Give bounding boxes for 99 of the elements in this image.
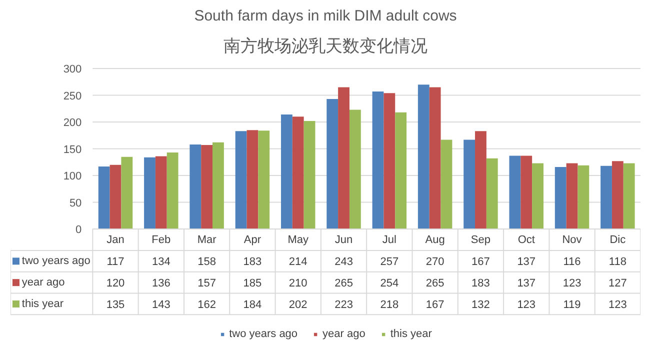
y-tick-label: 250 [63, 90, 82, 102]
data-label: 157 [198, 278, 216, 290]
bar [600, 166, 612, 230]
data-label: 143 [152, 298, 170, 311]
bar [338, 87, 350, 230]
x-tick-label: Apr [244, 234, 262, 246]
bar [384, 93, 396, 230]
x-tick-label: Jun [334, 234, 353, 246]
data-label: 167 [472, 256, 490, 268]
data-label: 137 [517, 278, 536, 290]
bar [612, 161, 624, 230]
y-tick-label: 200 [63, 117, 82, 130]
data-label: 185 [243, 278, 262, 290]
data-label: 127 [608, 278, 627, 290]
bar [201, 145, 213, 230]
data-label: 270 [426, 256, 444, 268]
legend-label: this year [22, 298, 64, 310]
data-label: 137 [517, 256, 536, 268]
data-label: 123 [608, 298, 627, 311]
x-tick-label: May [288, 234, 309, 246]
bar [475, 131, 486, 230]
data-label: 162 [198, 298, 216, 311]
bar [429, 87, 441, 230]
data-label: 120 [106, 278, 125, 290]
x-tick-label: Aug [425, 234, 445, 246]
x-tick-label: Jan [106, 234, 124, 246]
bar [280, 114, 292, 230]
data-label: 218 [380, 298, 399, 311]
bar [532, 163, 544, 230]
data-label: 118 [608, 256, 626, 268]
data-label: 119 [563, 298, 581, 311]
chart-subtitle: 南方牧场泌乳天数变化情况 [224, 36, 428, 56]
data-label: 135 [106, 298, 125, 311]
bar [304, 120, 316, 230]
x-tick-label: Mar [197, 234, 217, 246]
bar [623, 163, 635, 230]
x-tick-label: Oct [518, 234, 535, 246]
data-label: 184 [243, 298, 262, 311]
data-label: 117 [106, 256, 124, 268]
data-label: 254 [380, 278, 399, 290]
chart-title: South farm days in milk DIM adult cows [194, 8, 457, 24]
bar [566, 163, 578, 230]
bar [520, 156, 532, 230]
data-label: 223 [334, 298, 353, 311]
x-tick-label: Sep [470, 234, 491, 246]
y-tick-label: 100 [63, 170, 82, 183]
y-tick-label: 300 [63, 64, 82, 76]
bar [246, 130, 258, 230]
bar [554, 166, 566, 230]
bar [440, 140, 452, 230]
bar [166, 152, 178, 230]
bar [395, 112, 407, 230]
data-label: 202 [288, 298, 308, 311]
text: two years ago [229, 328, 298, 340]
bar [110, 164, 122, 230]
data-label: 123 [517, 298, 536, 311]
bar [121, 156, 133, 230]
y-tick-label: 50 [69, 197, 82, 210]
bar [235, 131, 247, 230]
data-label: 132 [472, 298, 490, 311]
data-label: 167 [426, 298, 444, 311]
bar [372, 92, 384, 230]
data-label: 265 [334, 278, 353, 290]
bar [464, 140, 476, 230]
x-tick-label: Nov [562, 234, 582, 246]
bar [212, 142, 224, 230]
bar [326, 99, 338, 230]
x-tick-label: Dic [610, 234, 626, 246]
bar [98, 166, 110, 230]
bar [144, 157, 156, 230]
bar [418, 84, 430, 230]
x-tick-label: Jul [382, 234, 396, 246]
bar [190, 144, 202, 230]
bar [258, 130, 270, 230]
bar [486, 158, 498, 230]
data-label: 243 [334, 256, 353, 268]
data-label: 214 [288, 256, 308, 268]
data-label: 158 [198, 256, 216, 268]
bar [292, 116, 304, 230]
data-label: 257 [380, 256, 399, 268]
legend-label: year ago [22, 276, 65, 289]
data-label: 210 [288, 278, 308, 290]
x-tick-label: Feb [152, 234, 171, 246]
text: this year [390, 328, 432, 340]
data-label: 183 [243, 256, 262, 268]
data-label: 116 [563, 256, 581, 268]
text: year ago [322, 328, 366, 340]
data-label: 134 [152, 256, 170, 268]
data-label: 136 [152, 278, 170, 290]
bar [578, 165, 590, 230]
data-label: 265 [426, 278, 444, 290]
y-tick-label: 0 [76, 224, 82, 236]
bar [349, 110, 361, 230]
y-tick-label: 150 [63, 144, 82, 156]
data-label: 123 [562, 278, 582, 290]
bar [509, 156, 521, 230]
legend-label: two years ago [22, 255, 90, 268]
data-label: 183 [472, 278, 490, 290]
bar [155, 156, 167, 230]
